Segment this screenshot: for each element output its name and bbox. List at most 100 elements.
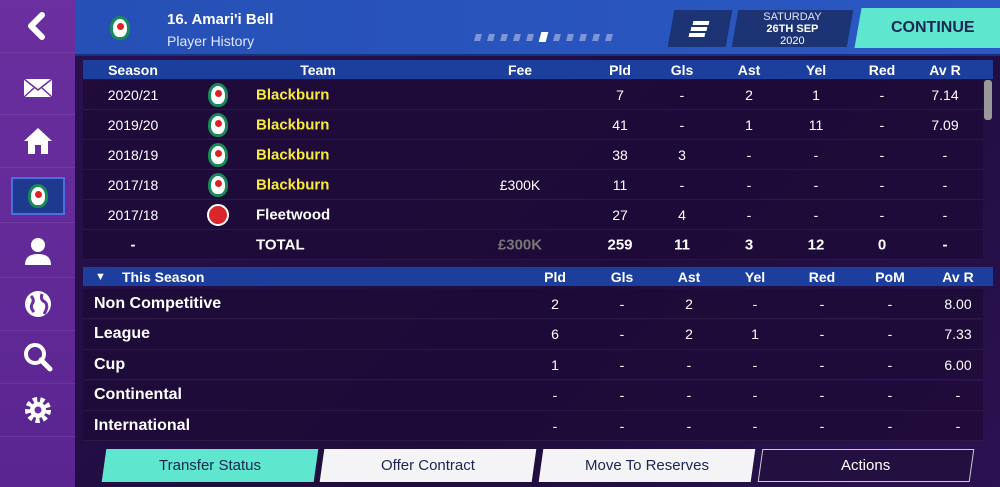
page-dot	[553, 34, 561, 41]
page-dot	[474, 34, 482, 41]
sidebar-item-club[interactable]	[0, 170, 75, 223]
gls-cell: 4	[678, 206, 686, 223]
gls-cell: 11	[674, 236, 690, 253]
table-row: 2018/19 Blackburn 38 3 - - - -	[83, 140, 983, 170]
date-day: SATURDAY	[763, 11, 822, 23]
this-season-title: This Season	[122, 268, 205, 285]
back-icon	[27, 12, 45, 40]
sidebar-item-staff[interactable]	[0, 225, 75, 278]
stat-cell: -	[819, 387, 825, 403]
competition-label: League	[94, 325, 151, 342]
stat-cell: -	[686, 356, 692, 373]
column-header: PoM	[875, 268, 905, 285]
season-cell: -	[130, 236, 136, 253]
club-badge-icon	[207, 203, 229, 226]
transfer-status-button[interactable]: Transfer Status	[101, 449, 319, 482]
ast-cell: -	[746, 206, 752, 223]
scrollbar[interactable]	[984, 80, 992, 120]
pld-cell: 41	[612, 116, 628, 133]
page-indicator[interactable]	[474, 32, 613, 42]
column-header: Pld	[544, 268, 566, 285]
yel-cell: -	[813, 146, 819, 163]
club-badge-icon	[208, 112, 228, 137]
team-link[interactable]: Blackburn	[256, 146, 330, 163]
column-header: Ast	[677, 268, 701, 285]
page-dot	[605, 34, 613, 41]
date-display[interactable]: SATURDAY 26TH SEP 2020	[731, 10, 854, 47]
red-cell: -	[879, 146, 885, 163]
page-dot	[513, 34, 521, 41]
red-cell: 0	[877, 236, 887, 253]
team-link[interactable]: Fleetwood	[256, 206, 331, 223]
sidebar-item-world[interactable]	[0, 278, 75, 331]
column-header: Yel	[744, 268, 766, 285]
page-subtitle: Player History	[167, 33, 255, 49]
competition-label: Non Competitive	[94, 294, 222, 312]
menu-button[interactable]	[667, 10, 733, 47]
sidebar-item-home[interactable]	[0, 115, 75, 168]
this-season-header[interactable]: ▼ This Season Pld Gls Ast Yel Red PoM Av R	[83, 267, 993, 286]
stat-cell: -	[752, 356, 758, 373]
table-row: 2017/18 Fleetwood 27 4 - - - -	[83, 200, 983, 230]
red-cell: -	[879, 86, 885, 103]
actions-button[interactable]: Actions	[757, 449, 975, 482]
page-title: 16. Amari'i Bell	[167, 11, 274, 28]
table-row: International - - - - - - -	[83, 411, 983, 441]
team-link[interactable]: Blackburn	[256, 176, 330, 193]
stat-cell: 2	[551, 295, 559, 312]
total-label: TOTAL	[256, 236, 305, 253]
table-row: Continental - - - - - - -	[83, 380, 983, 411]
ast-cell: 2	[745, 86, 753, 103]
column-header: Ast	[737, 61, 761, 78]
ast-cell: 3	[744, 236, 754, 253]
stat-cell: -	[686, 387, 692, 403]
continue-button[interactable]: CONTINUE	[854, 8, 1000, 48]
avr-cell: 7.09	[931, 116, 959, 133]
column-header: Team	[300, 61, 336, 78]
avr-cell: -	[942, 236, 948, 253]
stat-cell: -	[819, 356, 825, 373]
avr-cell: 7.14	[931, 86, 959, 103]
red-cell: -	[879, 176, 885, 193]
stat-cell: -	[552, 417, 558, 434]
sidebar-item-search[interactable]	[0, 331, 75, 384]
table-row: 2020/21 Blackburn 7 - 2 1 - 7.14	[83, 80, 983, 110]
table-row: League 6 - 2 1 - - 7.33	[83, 319, 983, 350]
season-cell: 2018/19	[107, 146, 159, 163]
team-link[interactable]: Blackburn	[256, 86, 330, 103]
home-icon	[23, 128, 52, 154]
offer-contract-button[interactable]: Offer Contract	[319, 449, 537, 482]
column-header: Av R	[929, 61, 961, 78]
club-badge-icon	[208, 142, 228, 167]
back-button[interactable]	[0, 0, 75, 53]
move-to-reserves-button[interactable]: Move To Reserves	[538, 449, 756, 482]
team-link[interactable]: Blackburn	[256, 116, 330, 133]
page-dot	[592, 34, 600, 41]
table-row: Cup 1 - - - - - 6.00	[83, 350, 983, 380]
club-badge-icon	[208, 172, 228, 197]
pld-cell: 38	[612, 146, 628, 163]
ast-cell: 1	[745, 116, 753, 133]
column-header: Fee	[507, 61, 533, 78]
stat-cell: 6.00	[944, 356, 972, 373]
sidebar-item-inbox[interactable]	[0, 62, 75, 115]
chevron-down-icon: ▼	[95, 270, 106, 283]
fee-cell: £300K	[497, 236, 543, 253]
ast-cell: -	[746, 146, 752, 163]
gear-icon	[24, 397, 51, 423]
column-header: Av R	[942, 268, 974, 285]
stat-cell: -	[887, 356, 893, 373]
page-dot	[579, 34, 587, 41]
stat-cell: -	[887, 295, 893, 312]
stat-cell: -	[619, 417, 625, 434]
club-badge-icon	[208, 82, 228, 107]
ast-cell: -	[746, 176, 752, 193]
column-header: Yel	[805, 61, 827, 78]
stat-cell: -	[619, 356, 625, 373]
pld-cell: 11	[612, 176, 628, 193]
yel-cell: -	[813, 176, 819, 193]
gls-cell: -	[679, 86, 685, 103]
avr-cell: -	[942, 176, 948, 193]
sidebar-item-settings[interactable]	[0, 384, 75, 437]
date-year: 2020	[780, 35, 805, 47]
